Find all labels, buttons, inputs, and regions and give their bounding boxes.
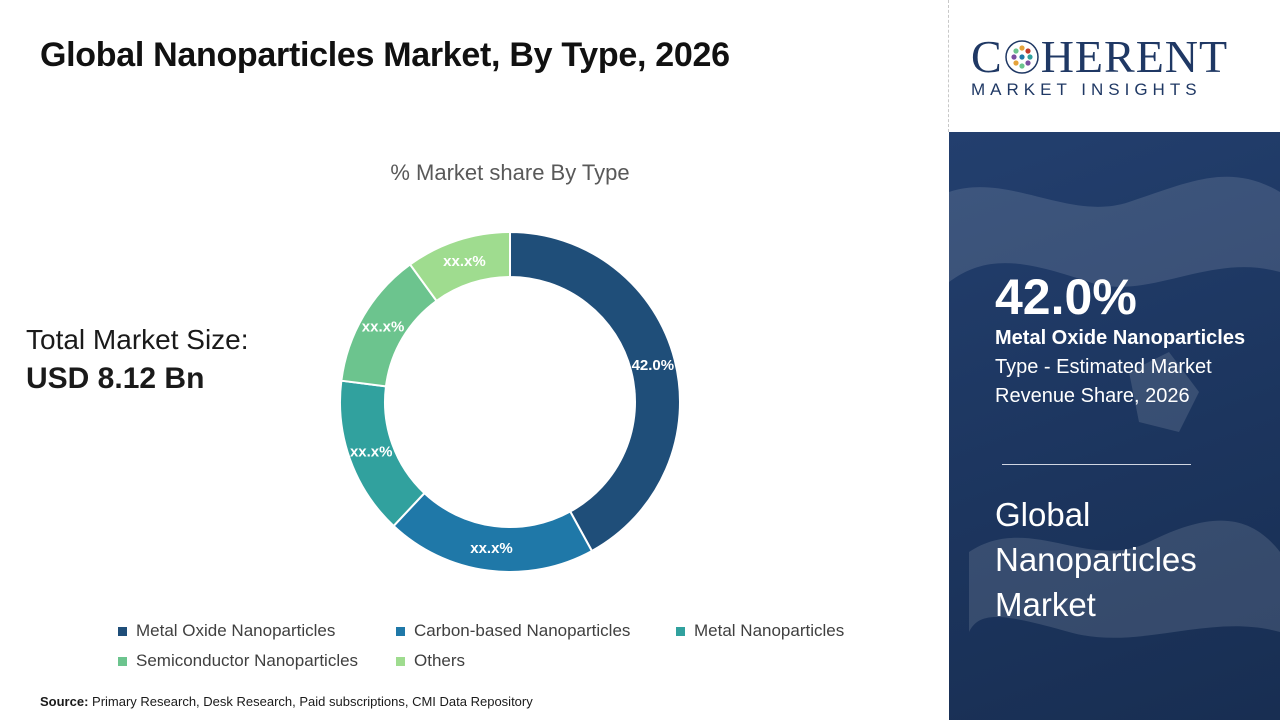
chart-legend: Metal Oxide Nanoparticles Carbon-based N… — [118, 616, 918, 676]
legend-label: Carbon-based Nanoparticles — [414, 621, 631, 640]
slice-data-label: xx.x% — [362, 318, 405, 335]
legend-label: Metal Nanoparticles — [694, 621, 845, 640]
legend-label: Semiconductor Nanoparticles — [136, 651, 359, 670]
logo-tagline: MARKET INSIGHTS — [971, 80, 1202, 99]
legend-item-metal-oxide: Metal Oxide Nanoparticles — [118, 621, 396, 641]
market-name: Global Nanoparticles Market — [995, 496, 1197, 623]
donut-slice — [509, 230, 681, 553]
legend-swatch — [118, 626, 127, 636]
side-panel: C HERENT MARKET INSIGHTS 42.0% — [949, 0, 1280, 720]
legend-swatch — [396, 656, 405, 666]
logo-letter: C — [971, 31, 1003, 82]
legend-label: Metal Oxide Nanoparticles — [136, 621, 336, 640]
separator-line — [1002, 464, 1191, 465]
highlight-segment: Metal Oxide Nanoparticles — [995, 327, 1246, 349]
highlight-description: Metal Oxide Nanoparticles Type - Estimat… — [995, 324, 1265, 411]
legend-label: Others — [414, 651, 466, 670]
slice-data-label: xx.x% — [470, 540, 513, 557]
highlight-value: 42.0% — [995, 269, 1137, 325]
map-background — [949, 176, 1280, 638]
legend-item-carbon-based: Carbon-based Nanoparticles — [396, 621, 676, 641]
legend-row: Semiconductor Nanoparticles Others — [118, 646, 918, 676]
legend-swatch — [676, 626, 685, 636]
legend-item-others: Others — [396, 651, 676, 671]
legend-row: Metal Oxide Nanoparticles Carbon-based N… — [118, 616, 918, 646]
total-market-size-value: USD 8.12 Bn — [26, 362, 205, 395]
legend-item-semiconductor: Semiconductor Nanoparticles — [118, 651, 396, 671]
legend-swatch — [118, 656, 127, 666]
slice-data-label: 42.0% — [632, 357, 675, 374]
chart-title: % Market share By Type — [390, 160, 630, 185]
globe-icon — [1004, 39, 1039, 74]
highlight-panel: 42.0% Metal Oxide Nanoparticles Type - E… — [949, 132, 1280, 720]
chart-panel: Global Nanoparticles Market, By Type, 20… — [26, 36, 918, 709]
source-text: Primary Research, Desk Research, Paid su… — [92, 694, 533, 709]
page-title: Global Nanoparticles Market, By Type, 20… — [40, 36, 730, 74]
brand-logo: C HERENT MARKET INSIGHTS — [949, 0, 1280, 132]
highlight-description-text: Type - Estimated Market Revenue Share, 2… — [995, 356, 1212, 407]
slice-data-label: xx.x% — [443, 253, 486, 270]
legend-swatch — [396, 626, 405, 636]
logo-text: HERENT — [1040, 31, 1229, 82]
donut-slice — [408, 230, 511, 303]
donut-chart: 42.0% xx.x% xx.x% xx.x% xx.x% — [339, 230, 681, 573]
source-note: Source: Primary Research, Desk Research,… — [40, 694, 533, 709]
slice-data-label: xx.x% — [350, 443, 393, 460]
panel-divider — [948, 0, 949, 132]
source-label: Source: — [40, 694, 89, 709]
total-market-size-label: Total Market Size: — [26, 324, 249, 355]
legend-item-metal: Metal Nanoparticles — [676, 621, 844, 641]
donut-slice — [392, 491, 594, 573]
logo-wordmark: C HERENT — [971, 30, 1228, 83]
